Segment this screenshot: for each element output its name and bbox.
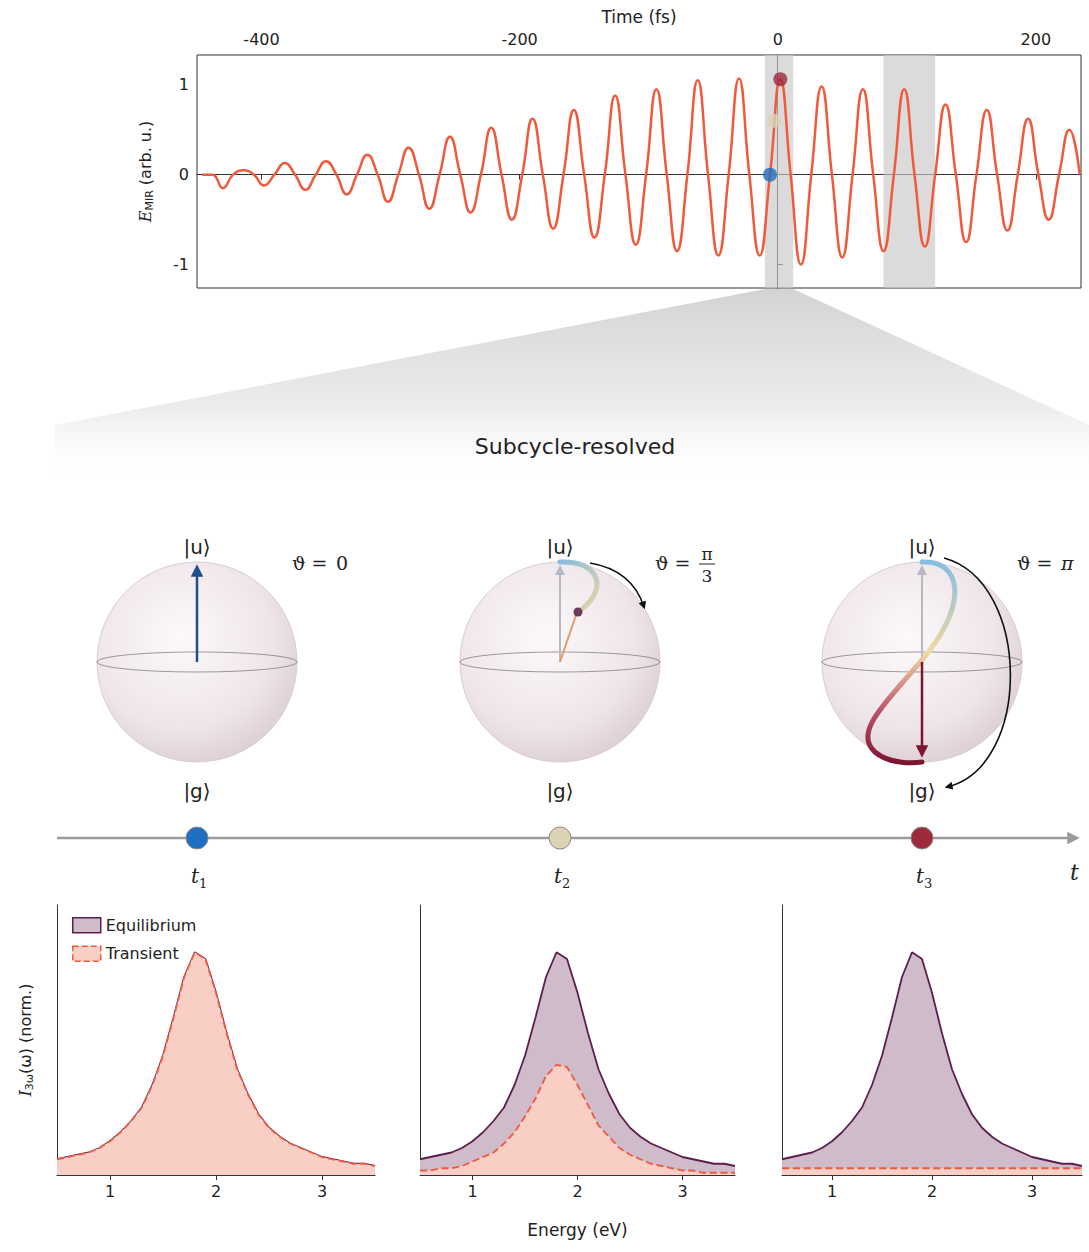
svg-text:3ω: 3ω [23,1074,36,1090]
svg-text:t2: t2 [554,864,570,891]
svg-text:t: t [1070,860,1079,885]
svg-text:2: 2 [572,1182,582,1201]
svg-text:3: 3 [702,566,713,586]
svg-text:I: I [15,1090,35,1097]
svg-text:0: 0 [773,30,783,49]
svg-text:|u⟩: |u⟩ [546,535,573,559]
svg-text:200: 200 [1021,30,1052,49]
svg-text:π: π [701,544,712,564]
svg-text:2: 2 [211,1182,221,1201]
svg-text:1: 1 [467,1182,477,1201]
svg-text:3: 3 [1027,1182,1037,1201]
svg-text:Energy (eV): Energy (eV) [527,1220,627,1240]
svg-text:1: 1 [105,1182,115,1201]
svg-text:E: E [136,210,155,223]
svg-text:MIR: MIR [143,190,156,211]
svg-text:(ω) (norm.): (ω) (norm.) [16,984,35,1074]
svg-text:2: 2 [927,1182,937,1201]
svg-text:ϑ =: ϑ = [292,552,328,574]
svg-text:-200: -200 [501,30,537,49]
svg-text:ϑ =: ϑ = [655,552,691,574]
svg-text:|g⟩: |g⟩ [546,779,573,803]
svg-text:1: 1 [827,1182,837,1201]
svg-text:Equilibrium: Equilibrium [106,916,197,935]
svg-text:|u⟩: |u⟩ [183,535,210,559]
svg-text:3: 3 [677,1182,687,1201]
svg-text:-1: -1 [173,255,189,274]
svg-text:1: 1 [179,75,189,94]
svg-text:0: 0 [179,165,189,184]
svg-text:|g⟩: |g⟩ [183,779,210,803]
svg-text:ϑ =: ϑ = [1017,552,1053,574]
svg-text:Subcycle-resolved: Subcycle-resolved [475,434,675,459]
svg-text:|g⟩: |g⟩ [908,779,935,803]
svg-text:Transient: Transient [105,944,179,963]
svg-text:Time (fs): Time (fs) [600,7,676,27]
svg-text:t3: t3 [916,864,932,891]
svg-text:π: π [1060,552,1074,574]
svg-text:t1: t1 [191,864,207,891]
svg-text:|u⟩: |u⟩ [908,535,935,559]
svg-text:3: 3 [317,1182,327,1201]
svg-text:-400: -400 [243,30,279,49]
svg-text:0: 0 [336,552,348,574]
svg-text:(arb. u.): (arb. u.) [136,121,155,191]
